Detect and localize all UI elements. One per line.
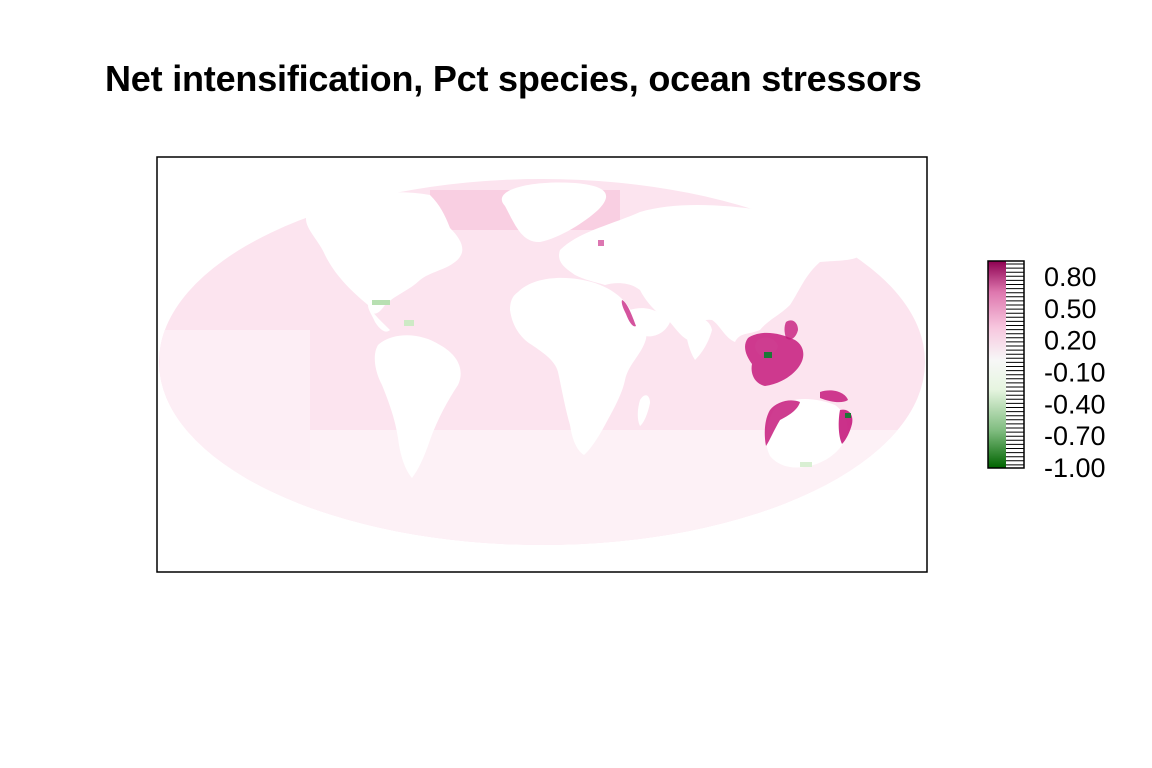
- south-america: [374, 335, 461, 478]
- central-america: [368, 305, 390, 332]
- colorbar-tick-labels: 0.800.500.20-0.10-0.40-0.70-1.00: [1044, 262, 1106, 483]
- colorbar-tick-label: -0.40: [1044, 389, 1106, 419]
- page-title: Net intensification, Pct species, ocean …: [105, 58, 922, 99]
- colorbar-stripes: [1006, 263, 1024, 466]
- colorbar-tick-label: -0.70: [1044, 421, 1106, 451]
- hotspot-caribbean: [372, 300, 390, 305]
- colorbar-tick-label: 0.50: [1044, 294, 1097, 324]
- hotspot-east-australia: [838, 409, 853, 444]
- colorbar-tick-label: 0.20: [1044, 326, 1097, 356]
- colorbar-tick-label: -0.10: [1044, 358, 1106, 388]
- hotspot-png: [820, 390, 848, 403]
- hotspot-coral-sea: [845, 413, 851, 418]
- hotspot-baltic: [598, 240, 604, 246]
- colorbar-legend: 0.800.500.20-0.10-0.40-0.70-1.00: [987, 260, 1106, 483]
- map-frame: [156, 156, 928, 573]
- hotspot-south-atlantic: [800, 462, 812, 467]
- hotspot-indonesia: [745, 332, 804, 386]
- east-pacific-fade: [160, 330, 310, 470]
- north-america: [305, 192, 463, 314]
- hotspot-gulf: [404, 320, 414, 326]
- hotspot-north-australia: [764, 400, 800, 446]
- hotspot-philippines: [784, 320, 798, 340]
- india: [686, 317, 712, 360]
- land-layer: [305, 182, 865, 478]
- greenland: [501, 182, 607, 243]
- colorbar-gradient: [988, 261, 1006, 468]
- colorbar-tick-label: 0.80: [1044, 262, 1097, 292]
- colorbar-border: [987, 260, 1025, 469]
- hotspot-red-sea: [621, 300, 636, 327]
- hotspot-layer: [372, 240, 853, 467]
- colorbar-tick-label: -1.00: [1044, 453, 1106, 483]
- hotspot-java-sea: [764, 352, 772, 358]
- europe-asia: [559, 204, 865, 342]
- africa: [510, 277, 647, 455]
- madagascar: [637, 395, 650, 426]
- arabia: [630, 308, 670, 337]
